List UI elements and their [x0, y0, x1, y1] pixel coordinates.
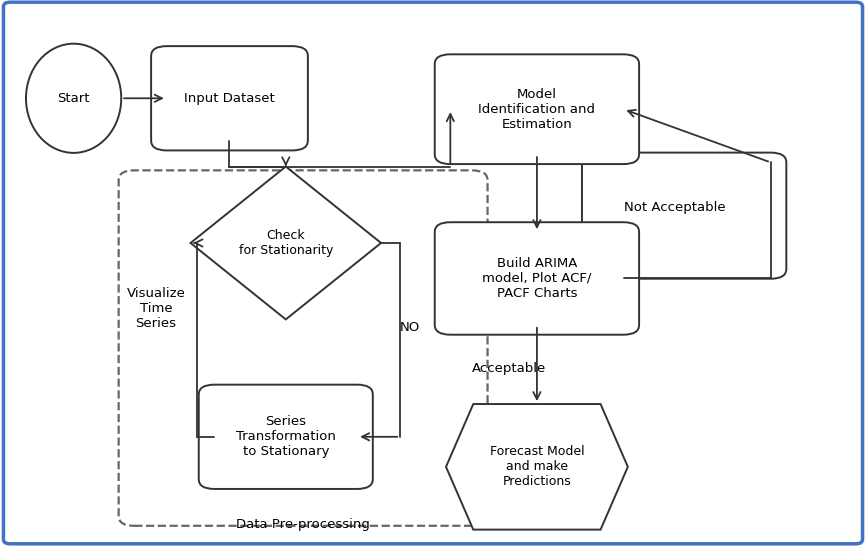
Text: Visualize
Time
Series: Visualize Time Series	[126, 287, 185, 330]
Text: Forecast Model
and make
Predictions: Forecast Model and make Predictions	[489, 446, 585, 488]
Text: Data Pre-processing: Data Pre-processing	[236, 518, 370, 531]
Polygon shape	[446, 404, 628, 530]
Text: Check
for Stationarity: Check for Stationarity	[239, 229, 333, 257]
Polygon shape	[191, 167, 381, 319]
FancyBboxPatch shape	[199, 384, 372, 489]
Text: NO: NO	[400, 321, 420, 334]
Text: Input Dataset: Input Dataset	[184, 92, 275, 105]
FancyBboxPatch shape	[435, 222, 639, 335]
Text: Acceptable: Acceptable	[472, 362, 546, 375]
Text: Model
Identification and
Estimation: Model Identification and Estimation	[478, 88, 596, 130]
FancyBboxPatch shape	[119, 170, 488, 526]
FancyBboxPatch shape	[3, 2, 863, 544]
Text: Series
Transformation
to Stationary: Series Transformation to Stationary	[236, 416, 336, 458]
FancyBboxPatch shape	[152, 46, 308, 151]
FancyBboxPatch shape	[582, 153, 786, 279]
Text: Build ARIMA
model, Plot ACF/
PACF Charts: Build ARIMA model, Plot ACF/ PACF Charts	[482, 257, 591, 300]
Text: Not Acceptable: Not Acceptable	[624, 201, 725, 214]
FancyBboxPatch shape	[435, 54, 639, 164]
Text: Start: Start	[57, 92, 90, 105]
Ellipse shape	[26, 44, 121, 153]
